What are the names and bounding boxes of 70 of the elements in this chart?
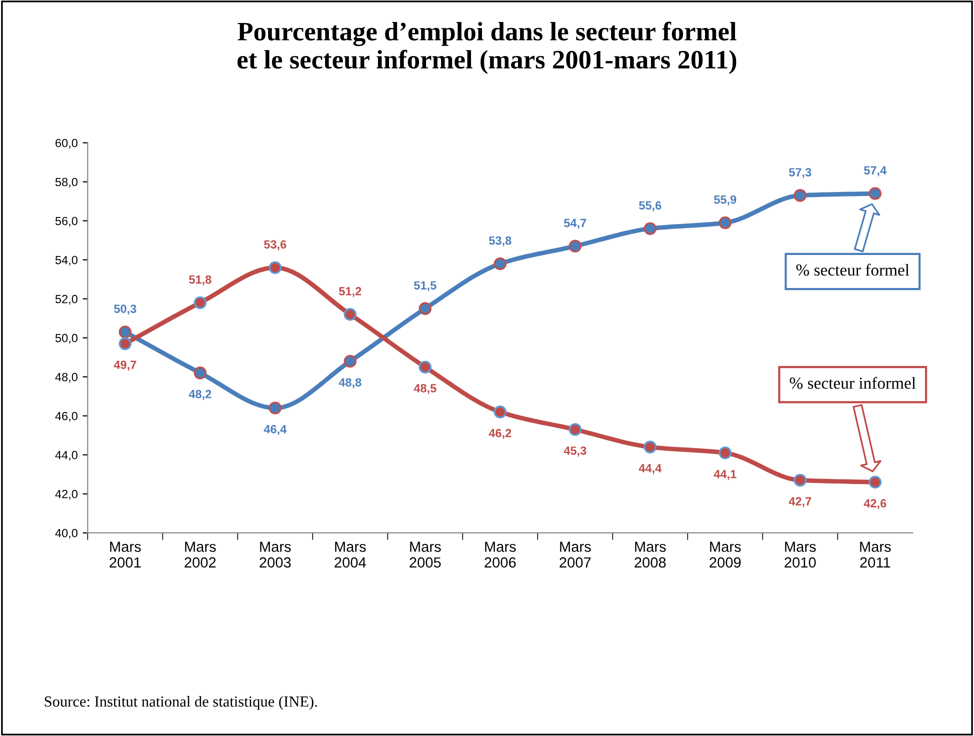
- text: 53,8: [489, 236, 512, 246]
- y-tick-label: 40,0: [55, 528, 78, 539]
- text: 48,5: [414, 384, 436, 394]
- y-tick-label: 56,0: [55, 216, 78, 227]
- point: [494, 406, 507, 418]
- y-tick-label: 42,0: [55, 490, 78, 500]
- chart-title: Pourcentage d’emploi dans le secteur formel et le secteur informel (mars 2001-mars 2011): [238, 22, 736, 74]
- y-tick-label: 58,0: [55, 178, 78, 188]
- text: 57,3: [789, 168, 812, 178]
- point: [494, 257, 507, 270]
- point: [568, 240, 582, 253]
- point: [118, 326, 132, 338]
- text: 51,5: [414, 281, 436, 292]
- y-tick-label: 48,0: [55, 372, 78, 383]
- x-tick-label: Mars 2004: [334, 542, 366, 568]
- text: 50,3: [114, 304, 136, 315]
- text: 53,6: [264, 240, 286, 250]
- y-tick-label: 52,0: [55, 294, 78, 305]
- y-tick-label: 54,0: [55, 256, 78, 266]
- point: [194, 296, 207, 310]
- x-tick-label: Mars 2008: [634, 542, 666, 568]
- point: [794, 474, 807, 487]
- point: [794, 189, 807, 202]
- point: [418, 302, 432, 315]
- text: 46,4: [264, 425, 287, 436]
- text: 51,8: [189, 275, 212, 286]
- x-tick-label: Mars 2002: [184, 542, 216, 568]
- text: 48,8: [338, 378, 362, 388]
- text: 55,9: [714, 195, 736, 206]
- point: [644, 440, 657, 454]
- x-tick-label: Mars 2010: [784, 542, 816, 568]
- point: [344, 354, 357, 368]
- source-note: Source: Institut national de statistique (INE).: [44, 696, 317, 710]
- point: [268, 261, 282, 274]
- y-tick-label: 44,0: [55, 450, 78, 461]
- text: 48,2: [188, 390, 212, 400]
- x-tick-label: Mars 2005: [410, 542, 441, 568]
- text: 57,4: [864, 166, 887, 176]
- point: [868, 187, 882, 200]
- x-tick-label: Mars 2009: [710, 542, 741, 568]
- x-tick-label: Mars 2011: [860, 542, 891, 568]
- point: [718, 446, 732, 460]
- text: 42,6: [864, 499, 886, 510]
- text: 44,1: [714, 470, 736, 480]
- text: 49,7: [114, 360, 136, 371]
- point: [344, 308, 357, 321]
- point: [718, 216, 732, 230]
- text: 51,2: [339, 287, 362, 298]
- point: [418, 360, 432, 374]
- text: 55,6: [639, 201, 662, 212]
- y-tick-label: 60,0: [56, 138, 78, 149]
- text: 45,3: [564, 446, 586, 457]
- point: [868, 476, 882, 489]
- text: 44,4: [638, 464, 662, 474]
- y-tick-label: 50,0: [55, 334, 78, 344]
- point: [568, 423, 582, 436]
- x-tick-label: Mars 2003: [260, 542, 291, 568]
- text: % secteur formel: [796, 264, 910, 276]
- text: 46,2: [488, 428, 512, 439]
- x-tick-label: Mars 2001: [110, 542, 141, 568]
- point: [194, 366, 207, 380]
- point: [118, 337, 132, 350]
- y-tick-label: 46,0: [55, 412, 78, 422]
- point: [644, 222, 657, 235]
- point: [268, 402, 282, 414]
- text: 42,7: [788, 497, 812, 508]
- text: % secteur informel: [790, 376, 916, 389]
- x-tick-label: Mars 2006: [484, 542, 516, 568]
- x-tick-label: Mars 2007: [560, 542, 591, 568]
- text: 54,7: [564, 218, 586, 229]
